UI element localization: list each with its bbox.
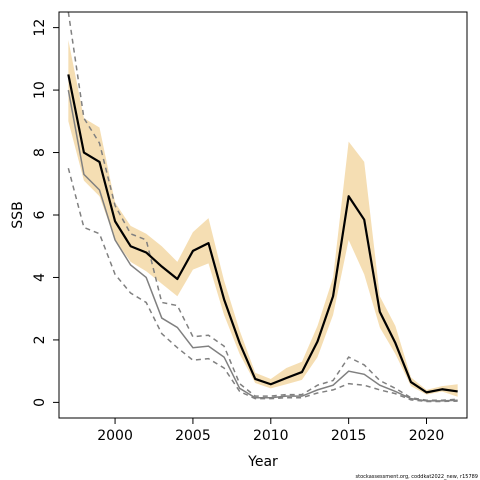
x-axis-title: Year — [247, 454, 278, 470]
y-tick-label: 6 — [32, 210, 48, 219]
x-tick-label: 2015 — [331, 428, 367, 444]
confidence-band-layer — [68, 40, 458, 397]
y-tick-label: 12 — [32, 19, 48, 37]
comparison-lower-line — [67, 167, 458, 403]
credit-text: stockassessment.org, coddkat2022_new, r1… — [356, 474, 478, 480]
y-axis-title: SSB — [10, 201, 26, 228]
series-lines-layer — [67, 11, 458, 403]
estimate-confidence-band — [68, 40, 458, 397]
y-tick-label: 10 — [32, 81, 48, 99]
y-tick-label: 4 — [32, 273, 48, 282]
estimate-series-line — [67, 74, 458, 394]
y-tick-label: 8 — [32, 148, 48, 157]
x-tick-label: 2010 — [253, 428, 289, 444]
comparison-upper-line — [67, 11, 458, 401]
x-tick-label: 2005 — [175, 428, 211, 444]
y-tick-label: 0 — [32, 398, 48, 407]
comparison-series-line — [67, 89, 458, 402]
x-tick-label: 2020 — [409, 428, 445, 444]
x-tick-label: 2000 — [97, 428, 133, 444]
x-axis: 2000 2005 2010 2015 2020 — [97, 418, 444, 444]
y-axis: 0 2 4 6 8 10 12 — [32, 19, 59, 407]
y-tick-label: 2 — [32, 335, 48, 344]
